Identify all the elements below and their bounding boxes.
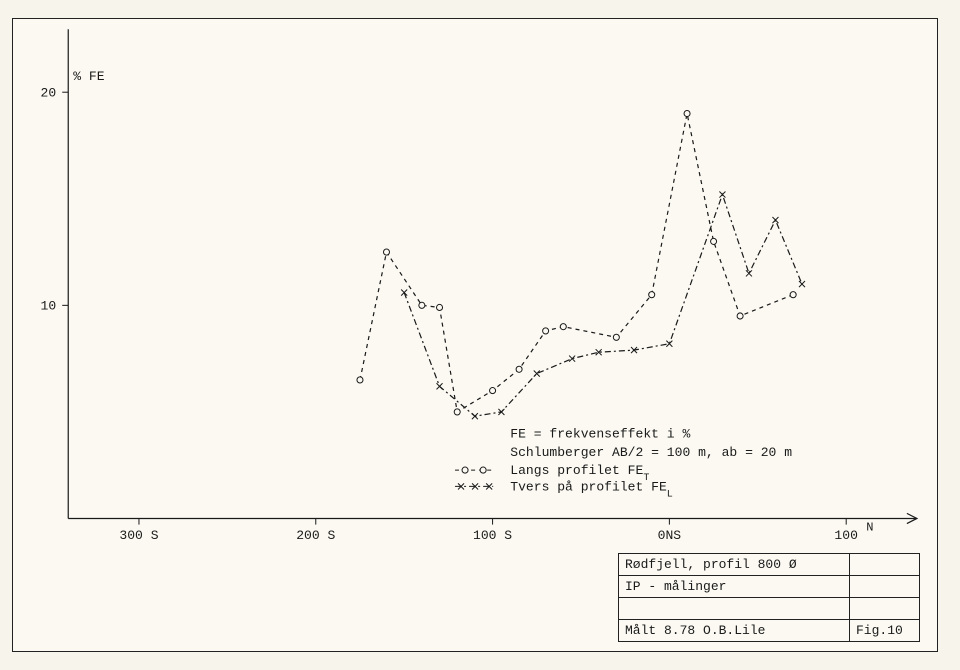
series-marker-circle (516, 366, 522, 372)
x-tick-label: 300 S (119, 528, 158, 543)
info-blank-right (849, 598, 919, 619)
series-marker-circle (560, 324, 566, 330)
series-marker-circle (490, 388, 496, 394)
y-tick-label: 10 (41, 298, 57, 313)
series-marker-circle (684, 110, 690, 116)
series-marker-circle (543, 328, 549, 334)
series-marker-circle (790, 292, 796, 298)
info-measured: Målt 8.78 O.B.Lile (619, 620, 849, 641)
page-root: 10 20 % FE 300 S 200 S 100 S 0NS 100 N FE = frekv… (0, 0, 960, 670)
info-title-right (849, 554, 919, 575)
series-marker-circle (383, 249, 389, 255)
series-marker-circle (454, 409, 460, 415)
info-subtitle: IP - målinger (619, 576, 849, 597)
x-tick-label: 100 S (473, 528, 512, 543)
series-marker-circle (613, 334, 619, 340)
info-row-1: Rødfjell, profil 800 Ø (619, 554, 919, 576)
legend-line-2: Schlumberger AB/2 = 100 m, ab = 20 m (510, 445, 792, 460)
info-row-2: IP - målinger (619, 576, 919, 598)
info-row-4: Målt 8.78 O.B.Lile Fig.10 (619, 620, 919, 641)
y-tick-label: 20 (41, 85, 57, 100)
legend-line-1: FE = frekvenseffekt i % (510, 426, 690, 441)
info-blank (619, 598, 849, 619)
series-line-1 (404, 195, 802, 417)
y-axis-label: % FE (73, 69, 104, 84)
legend-symbol-circle (462, 467, 468, 473)
series-marker-circle (711, 238, 717, 244)
legend-symbol-circle (480, 467, 486, 473)
series-marker-circle (437, 304, 443, 310)
info-title: Rødfjell, profil 800 Ø (619, 554, 849, 575)
legend-series-label-1: Tvers på profilet FEL (510, 479, 673, 500)
x-tick-label: 200 S (296, 528, 335, 543)
series-line-0 (360, 114, 793, 412)
info-fig: Fig.10 (849, 620, 919, 641)
info-row-3 (619, 598, 919, 620)
series-marker-circle (357, 377, 363, 383)
x-tick-sup: N (866, 521, 873, 535)
info-box: Rødfjell, profil 800 Ø IP - målinger Mål… (618, 553, 920, 642)
x-tick-label: 0NS (658, 528, 682, 543)
series-marker-circle (649, 292, 655, 298)
info-subtitle-right (849, 576, 919, 597)
series-marker-circle (737, 313, 743, 319)
series-marker-circle (419, 302, 425, 308)
x-tick-label: 100 (834, 528, 858, 543)
